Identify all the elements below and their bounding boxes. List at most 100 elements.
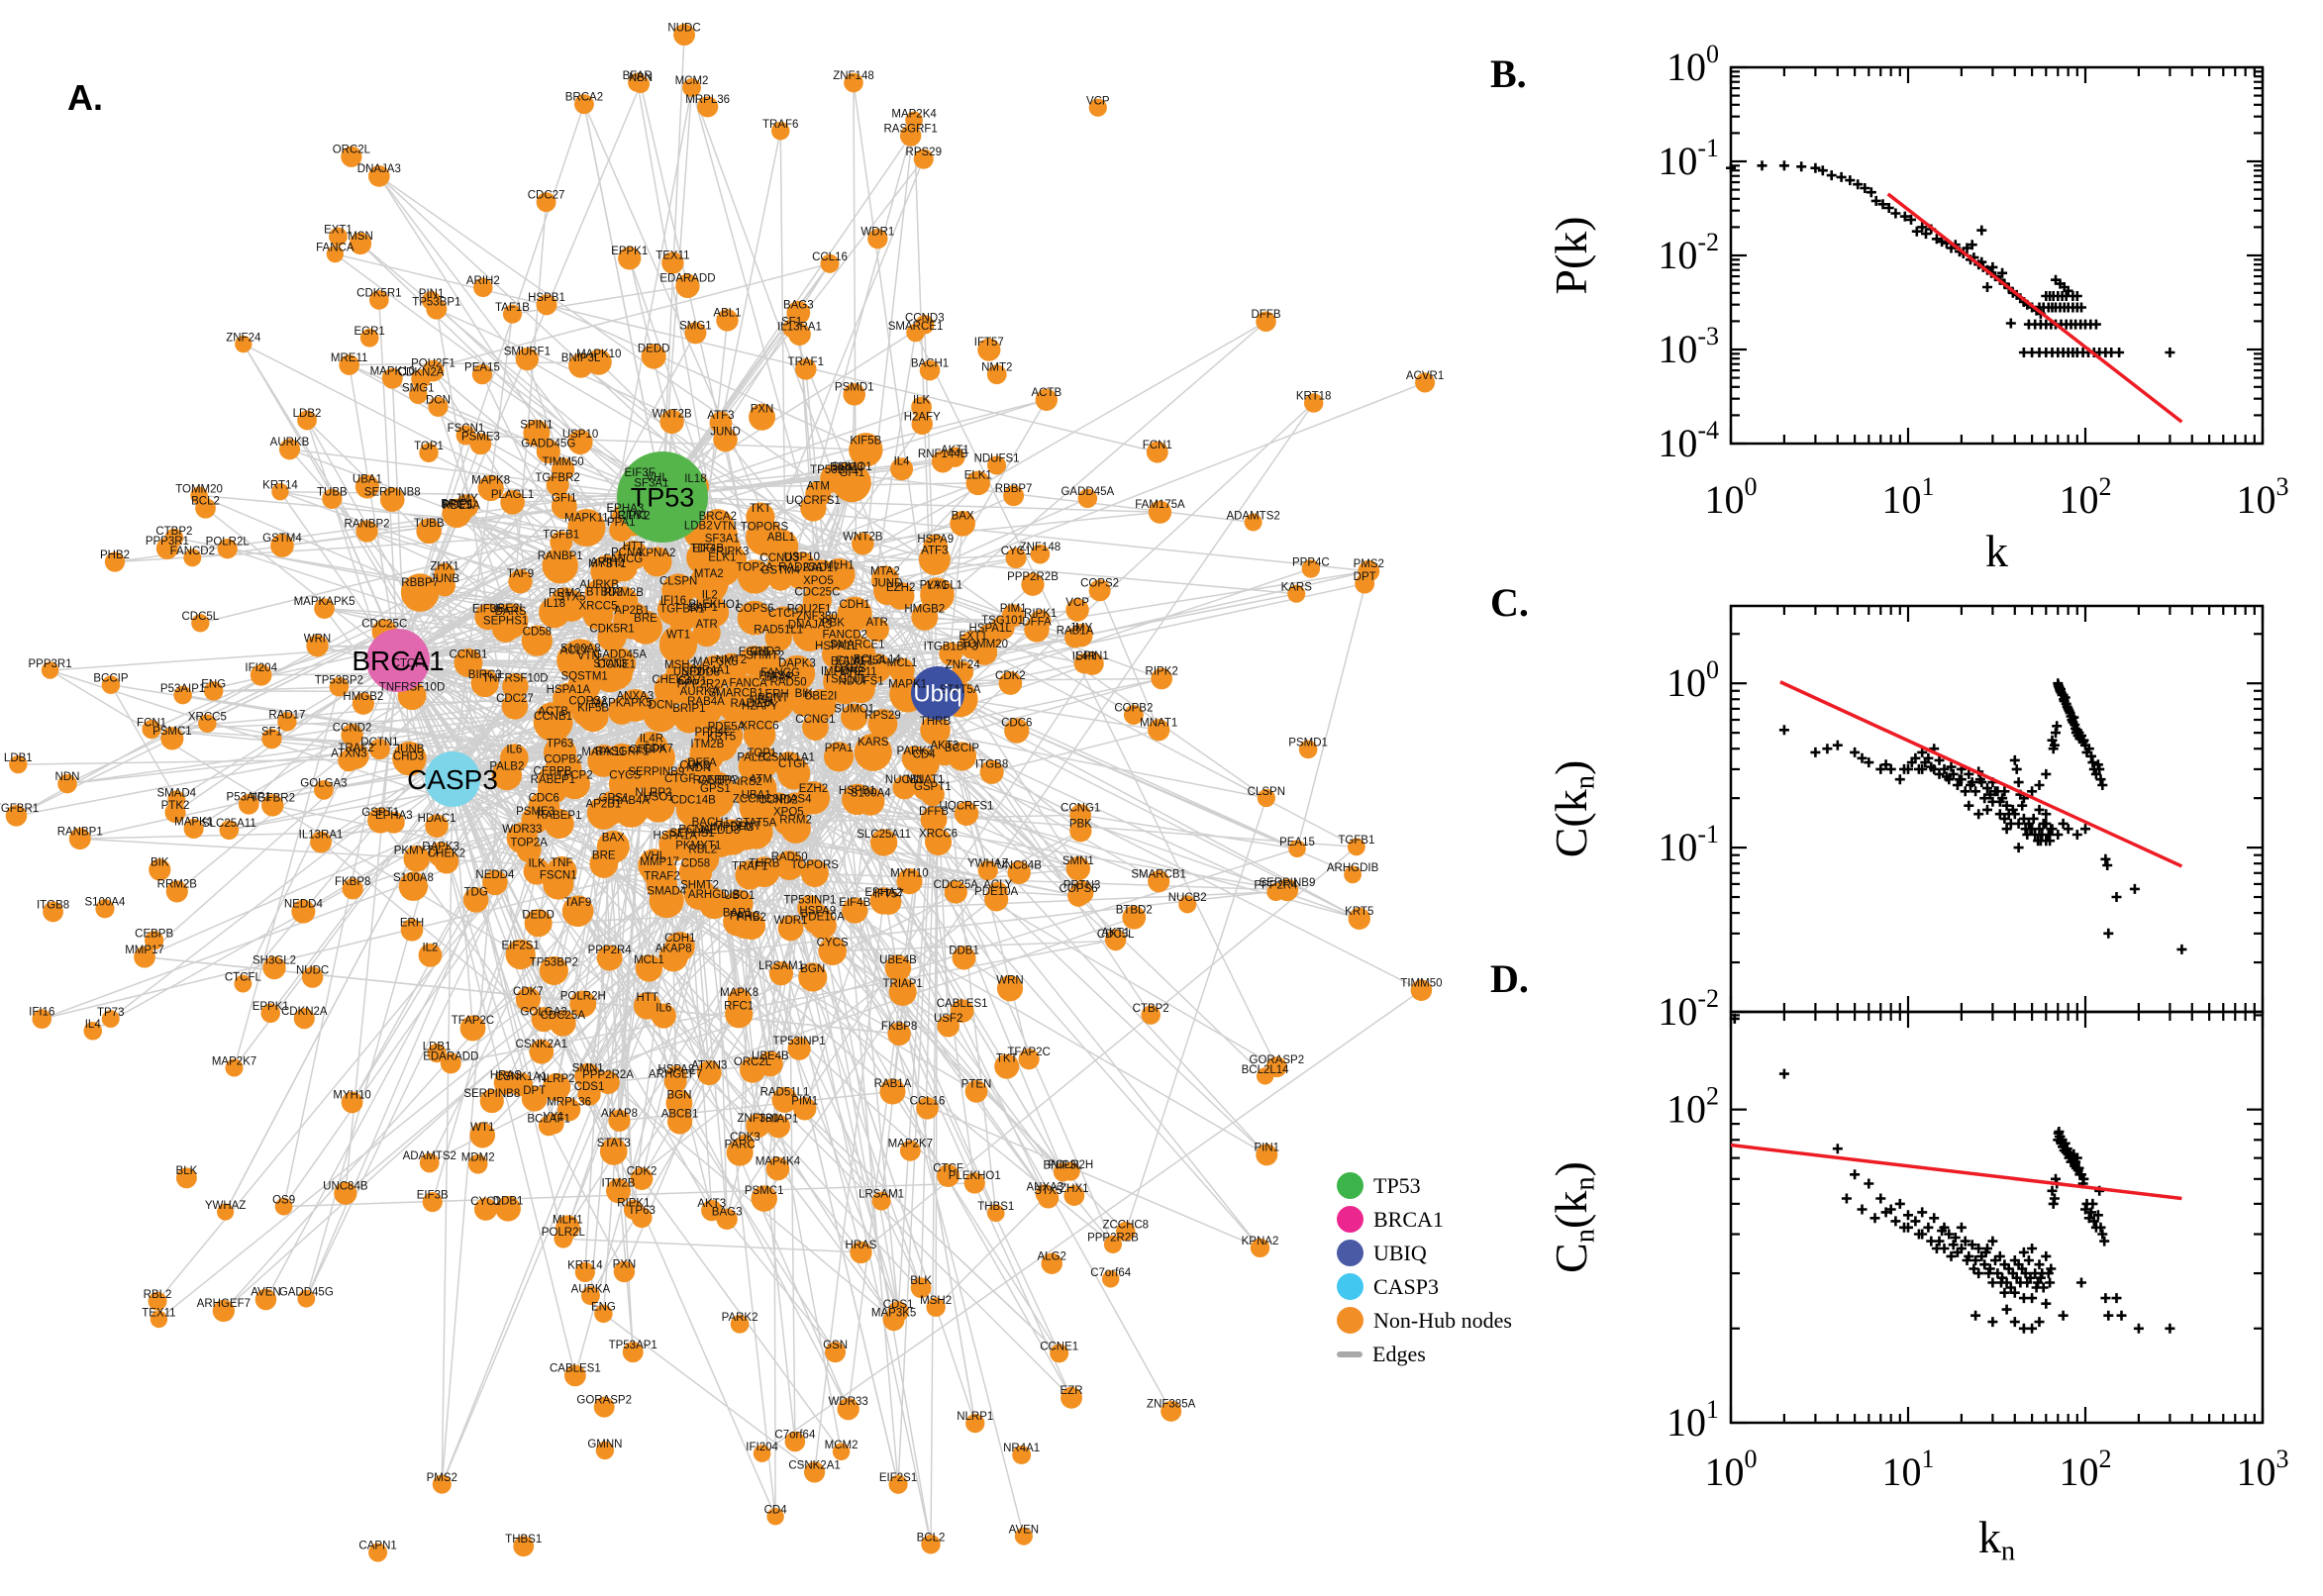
- gene-label: BTBD2: [586, 587, 623, 599]
- gene-label: TAF9: [564, 897, 591, 909]
- network-node: [800, 495, 827, 522]
- gene-label: ACTB: [1031, 387, 1061, 399]
- network-node: [573, 94, 594, 115]
- network-node: [798, 962, 828, 992]
- gene-label: RAD17: [268, 709, 305, 721]
- gene-label: BACH1: [692, 817, 730, 829]
- gene-label: CEBPA: [698, 774, 736, 786]
- gene-label: IRS2: [737, 776, 762, 788]
- network-node: [1141, 1005, 1161, 1025]
- panel-b-label: B.: [1490, 51, 1527, 96]
- gene-label: STAT3: [593, 658, 627, 670]
- network-node: [198, 714, 217, 734]
- gene-label: PPP2R4: [1254, 880, 1298, 892]
- network-node: [675, 273, 700, 299]
- network-node: [986, 364, 1007, 385]
- gene-label: TIMM50: [1400, 977, 1442, 989]
- gene-label: CDS1: [574, 1081, 605, 1093]
- network-node: [678, 855, 713, 889]
- gene-label: MCM2: [675, 75, 709, 87]
- network-node: [422, 1191, 443, 1213]
- network-node: [419, 1152, 440, 1173]
- network-node: [793, 1097, 817, 1121]
- gene-label: XPO5: [773, 806, 804, 818]
- gene-label: XRCC5: [578, 601, 617, 613]
- network-node: [637, 785, 670, 819]
- gene-label: CDC5L: [1097, 929, 1135, 941]
- gene-label: YY1: [927, 580, 949, 592]
- network-node: [164, 801, 186, 824]
- network-node: [369, 290, 389, 310]
- gene-label: EIF4B: [692, 544, 724, 555]
- gene-label: GSTM4: [760, 564, 800, 576]
- gene-label: PARK2: [897, 746, 934, 757]
- gene-label: TP63: [547, 738, 574, 749]
- gene-label: MAPK11: [581, 747, 626, 758]
- network-node: [1029, 609, 1052, 632]
- gene-label: XRCC6: [741, 720, 779, 732]
- network-node: [892, 775, 917, 800]
- gene-label: MAPKAPK5: [591, 697, 653, 709]
- network-node: [577, 1082, 601, 1106]
- gene-label: EIF3F: [472, 603, 503, 615]
- network-node: [1065, 598, 1089, 622]
- network-node: [1069, 804, 1092, 826]
- network-node: [262, 955, 286, 980]
- network-edge: [752, 717, 856, 1070]
- gene-label: POLR2H: [560, 990, 606, 1002]
- gene-label: MAPK8: [720, 987, 758, 999]
- gene-label: ACLY: [560, 646, 590, 657]
- network-node: [738, 559, 772, 594]
- network-node: [786, 300, 811, 325]
- network-node: [68, 828, 91, 850]
- gene-label: KRT5: [707, 731, 736, 743]
- gene-label: PPP2R2A: [582, 1069, 634, 1081]
- network-node: [586, 796, 621, 830]
- gene-label: MMP17: [640, 856, 679, 868]
- gene-label: PIAS4: [758, 670, 791, 682]
- network-node: [454, 648, 483, 677]
- gene-label: RRM2: [549, 588, 581, 600]
- gene-label: C7orf64: [774, 1429, 816, 1441]
- y-tick-label: 10-1: [1658, 134, 1719, 183]
- network-node: [764, 624, 792, 651]
- gene-label: DFFB: [1251, 309, 1280, 321]
- legend-item: TP53: [1337, 1172, 1512, 1199]
- network-edge: [814, 727, 1025, 1537]
- gene-label: UNC84B: [996, 859, 1042, 871]
- network-node: [1073, 652, 1095, 674]
- network-node: [915, 315, 935, 335]
- gene-label: GORASP2: [576, 1394, 632, 1406]
- gene-label: MRPL36: [685, 94, 730, 106]
- gene-label: TSG101: [981, 615, 1024, 627]
- network-node: [580, 1286, 600, 1306]
- fit-line: [1886, 192, 2183, 424]
- network-node: [977, 860, 998, 881]
- gene-label: CDK5R1: [356, 288, 401, 300]
- network-edge: [744, 402, 1315, 926]
- gene-label: PIM1: [791, 1096, 818, 1108]
- network-node: [971, 639, 998, 665]
- gene-label: EPHA2: [864, 887, 902, 899]
- gene-label: BRIP1: [441, 498, 473, 510]
- gene-label: IL2: [422, 943, 438, 954]
- gene-label: RBL2: [688, 844, 717, 855]
- gene-label: RAB1A: [1057, 625, 1094, 637]
- gene-label: ATF3: [921, 545, 948, 556]
- gene-label: WDR1: [774, 915, 808, 927]
- network-node: [920, 806, 948, 834]
- network-node: [777, 915, 804, 942]
- network-node: [473, 1197, 498, 1221]
- network-node: [563, 1364, 586, 1387]
- network-node: [1038, 1187, 1060, 1209]
- gene-label: SERPINB9: [1259, 877, 1315, 889]
- network-edge: [900, 595, 1079, 869]
- gene-label: CDC25A: [541, 1010, 586, 1022]
- network-node: [876, 889, 902, 915]
- y-tick-label: 10-4: [1658, 416, 1719, 465]
- x-tick-label: 100: [1705, 472, 1758, 522]
- network-node: [832, 1443, 851, 1460]
- gene-label: GADD45G: [521, 439, 575, 450]
- gene-label: TGFBR2: [251, 792, 295, 804]
